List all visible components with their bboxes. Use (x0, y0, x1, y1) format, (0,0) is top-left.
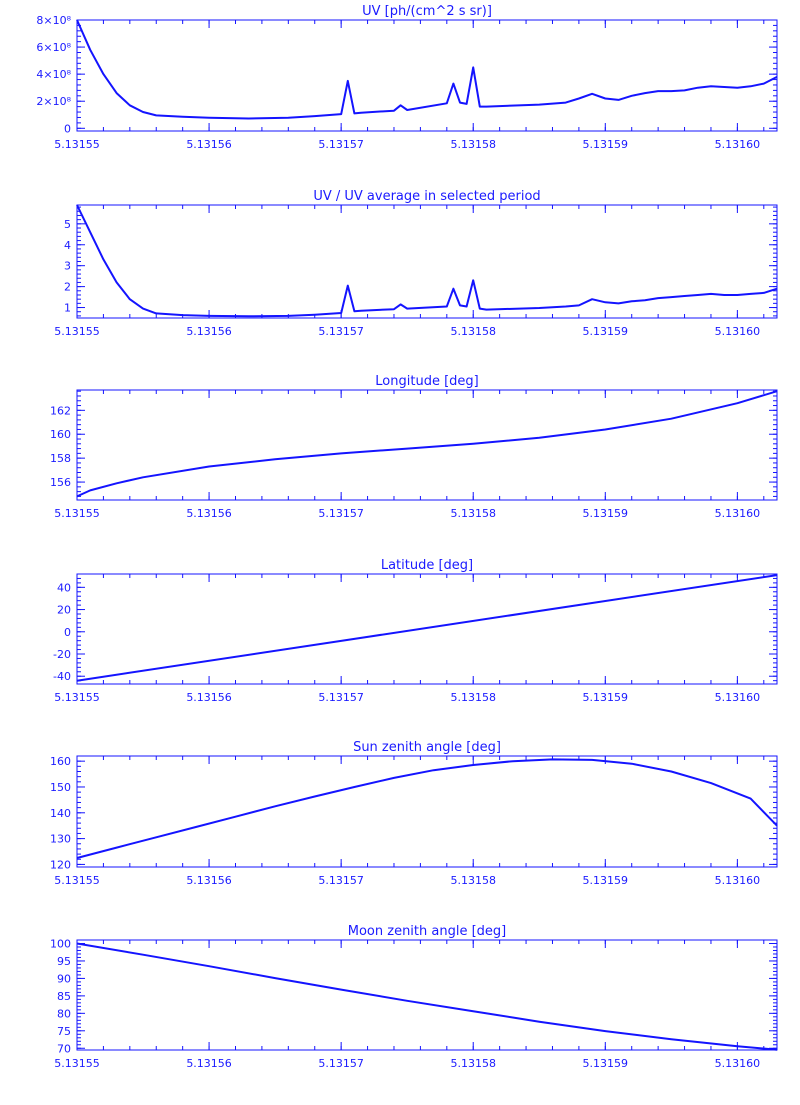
x-tick-label: 5.13158 (450, 325, 496, 338)
x-tick-label: 5.13155 (54, 691, 100, 704)
y-tick-label: 158 (50, 452, 71, 465)
y-tick-label: 1 (64, 302, 71, 315)
y-tick-label: 120 (50, 858, 71, 871)
y-tick-label: 140 (50, 807, 71, 820)
chart-panel-2: UV / UV average in selected period 5.1315… (54, 189, 778, 338)
x-tick-label: 5.13160 (715, 138, 761, 151)
x-tick-label: 5.13156 (186, 507, 232, 520)
series-line (76, 390, 778, 498)
x-tick-label: 5.13159 (583, 1057, 629, 1070)
y-tick-label: 150 (50, 781, 71, 794)
x-tick-label: 5.13158 (450, 507, 496, 520)
x-tick-label: 5.13160 (715, 1057, 761, 1070)
y-tick-label: 0 (64, 626, 71, 639)
y-tick-label: 160 (50, 428, 71, 441)
x-tick-label: 5.13158 (450, 874, 496, 887)
y-tick-label: 70 (57, 1042, 71, 1055)
y-tick-label: 85 (57, 990, 71, 1003)
y-tick-label: 160 (50, 755, 71, 768)
x-tick-label: 5.13157 (318, 507, 364, 520)
x-tick-label: 5.13155 (54, 325, 100, 338)
x-tick-label: 5.13159 (583, 507, 629, 520)
y-tick-label: 5 (64, 218, 71, 231)
x-tick-label: 5.13155 (54, 874, 100, 887)
series-line (76, 204, 778, 318)
chart-panel-4: Latitude [deg] 5.13155 5.13156 5.13157 5.131… (53, 558, 778, 704)
chart-title: Longitude [deg] (375, 374, 478, 389)
x-tick-label: 5.13156 (186, 138, 232, 151)
y-tick-label: 40 (57, 581, 71, 594)
x-tick-label: 5.13157 (318, 1057, 364, 1070)
y-tick-label: 90 (57, 972, 71, 985)
chart-title: UV [ph/(cm^2 s sr)] (362, 4, 492, 19)
x-tick-label: 5.13156 (186, 691, 232, 704)
x-tick-label: 5.13159 (583, 138, 629, 151)
y-tick-label: 8×10⁸ (36, 14, 71, 27)
plot-frame (76, 204, 778, 319)
y-tick-label: 2×10⁸ (36, 95, 71, 108)
x-tick-label: 5.13156 (186, 874, 232, 887)
series-line (76, 758, 778, 859)
y-tick-label: 100 (50, 937, 71, 950)
series-line (76, 19, 778, 120)
x-tick-label: 5.13157 (318, 874, 364, 887)
y-tick-label: -40 (53, 670, 71, 683)
x-tick-label: 5.13159 (583, 325, 629, 338)
x-tick-label: 5.13157 (318, 325, 364, 338)
series-line (76, 942, 778, 1051)
y-tick-label: 130 (50, 833, 71, 846)
x-tick-label: 5.13157 (318, 691, 364, 704)
plot-frame (76, 939, 778, 1051)
chart-panel-6: Moon zenith angle [deg] 5.13155 5.13156 5.1… (50, 924, 778, 1070)
y-tick-label: 0 (64, 122, 71, 135)
chart-panel-1: UV [ph/(cm^2 s sr)] 5.13155 5.13156 5.13157… (36, 4, 778, 151)
chart-title: Sun zenith angle [deg] (353, 740, 501, 755)
plot-frame (76, 19, 778, 132)
x-tick-label: 5.13158 (450, 1057, 496, 1070)
y-tick-label: 80 (57, 1007, 71, 1020)
y-tick-label: 156 (50, 476, 71, 489)
chart-panel-3: Longitude [deg] 5.13155 5.13156 5.13157 5.13… (50, 374, 778, 520)
series-line (76, 574, 778, 682)
plot-frame (76, 573, 778, 685)
y-tick-label: 75 (57, 1025, 71, 1038)
x-tick-label: 5.13159 (583, 691, 629, 704)
x-tick-label: 5.13160 (715, 691, 761, 704)
x-tick-label: 5.13160 (715, 325, 761, 338)
x-tick-label: 5.13156 (186, 1057, 232, 1070)
x-tick-label: 5.13155 (54, 507, 100, 520)
y-tick-label: 95 (57, 955, 71, 968)
x-tick-label: 5.13158 (450, 138, 496, 151)
y-tick-label: 3 (64, 260, 71, 273)
x-tick-label: 5.13158 (450, 691, 496, 704)
plot-frame (76, 389, 778, 501)
y-tick-label: 4 (64, 239, 71, 252)
y-tick-label: 20 (57, 604, 71, 617)
y-tick-label: 2 (64, 281, 71, 294)
x-tick-label: 5.13159 (583, 874, 629, 887)
x-tick-label: 5.13156 (186, 325, 232, 338)
chart-panel-5: Sun zenith angle [deg] 5.13155 5.13156 5.13… (50, 740, 778, 887)
chart-title: Latitude [deg] (381, 558, 473, 573)
x-tick-label: 5.13160 (715, 874, 761, 887)
x-tick-label: 5.13155 (54, 138, 100, 151)
x-tick-label: 5.13157 (318, 138, 364, 151)
x-tick-label: 5.13155 (54, 1057, 100, 1070)
y-tick-label: 162 (50, 404, 71, 417)
chart-title: UV / UV average in selected period (313, 189, 540, 204)
y-tick-label: 6×10⁸ (36, 41, 71, 54)
y-tick-label: 4×10⁸ (36, 68, 71, 81)
chart-title: Moon zenith angle [deg] (348, 924, 506, 939)
x-tick-label: 5.13160 (715, 507, 761, 520)
y-tick-label: -20 (53, 648, 71, 661)
plot-frame (76, 755, 778, 868)
